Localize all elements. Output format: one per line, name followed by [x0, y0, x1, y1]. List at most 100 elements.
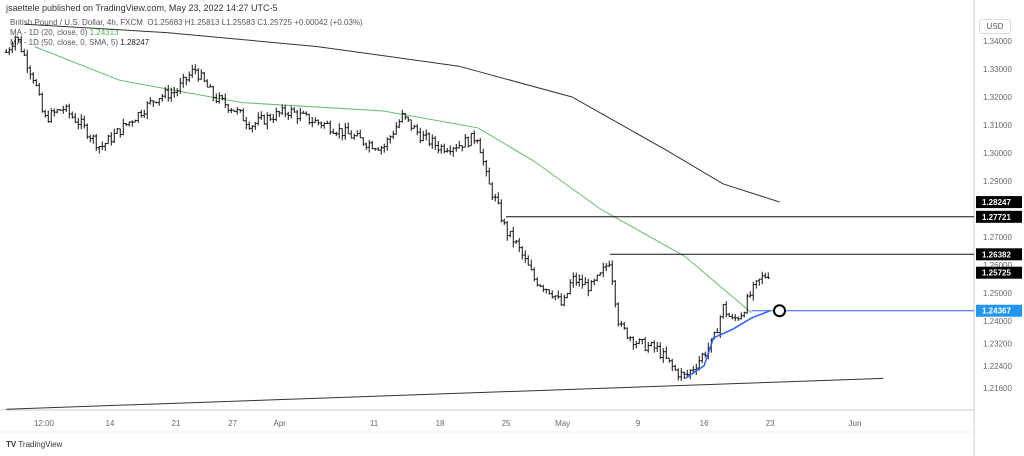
price-tick-label: 1.33000 — [983, 65, 1012, 74]
ohlc-bar — [154, 101, 158, 104]
ohlc-bar — [475, 139, 479, 144]
ohlc-bar — [55, 109, 59, 114]
ohlc-bar — [298, 107, 302, 122]
ohlc-bar — [694, 363, 698, 375]
ohlc-bar — [484, 159, 488, 177]
ohlc-bar — [460, 145, 464, 152]
ohlc-bar — [379, 145, 383, 155]
time-tick-label: 9 — [636, 419, 641, 428]
ohlc-bar — [118, 128, 122, 138]
ohlc-bar — [214, 93, 218, 104]
ohlc-bar — [682, 371, 686, 380]
ohlc-bar — [166, 85, 170, 102]
ohlc-bar — [715, 328, 719, 334]
ohlc-bar — [634, 341, 638, 349]
ohlc-bar — [727, 312, 731, 318]
ohlc-bar — [97, 146, 101, 154]
ohlc-bar — [34, 79, 38, 87]
price-tick-label: 1.26000 — [983, 261, 1012, 270]
time-tick-label: 11 — [370, 419, 379, 428]
ohlc-bar — [100, 141, 104, 150]
ohlc-bar — [88, 134, 92, 143]
ma20-label[interactable]: MA - 1D (20, close, 0) — [10, 28, 88, 37]
ohlc-bar — [283, 104, 287, 118]
ohlc-bar — [322, 122, 326, 129]
ohlc-bar — [487, 167, 491, 185]
ohlc-bar — [346, 122, 350, 135]
price-tick-label: 1.22400 — [983, 362, 1012, 371]
ohlc-bar — [352, 133, 356, 140]
ohlc-bar — [646, 341, 650, 353]
ohlc-bar — [754, 280, 758, 289]
ohlc-bar — [364, 142, 368, 151]
ohlc-bar — [91, 134, 95, 144]
ohlc-bar — [691, 365, 695, 374]
ohlc-bar — [208, 83, 212, 88]
price-tick-label: 1.32000 — [983, 93, 1012, 102]
ohlc-bar — [631, 336, 635, 350]
ohlc-bar — [37, 82, 41, 96]
ohlc-bar — [16, 36, 20, 43]
ohlc-bar — [496, 192, 500, 205]
ohlc-bar — [4, 49, 8, 53]
ohlc-bar — [382, 143, 386, 153]
ohlc-bar — [22, 48, 26, 57]
ohlc-bar — [523, 250, 527, 263]
ohlc-bar — [676, 368, 680, 381]
ohlc-bar — [463, 133, 467, 148]
ohlc-bar — [61, 105, 65, 114]
ohlc-bar — [190, 64, 194, 78]
ohlc-bar — [205, 79, 209, 88]
ohlc-bar — [580, 274, 584, 289]
ohlc-bar — [664, 346, 668, 360]
ohlc-bar — [451, 146, 455, 157]
ohlc-bar — [520, 245, 524, 260]
currency-button[interactable]: USD — [979, 19, 1011, 34]
ohlc-bar — [259, 111, 263, 120]
ohlc-bar — [553, 295, 557, 301]
ohlc-bar — [595, 274, 599, 282]
ohlc-bar — [607, 260, 611, 267]
ohlc-bar — [559, 293, 563, 306]
ohlc-bar — [541, 284, 545, 293]
ohlc-bar — [667, 357, 671, 363]
brand-label: TradingView — [18, 440, 63, 449]
ohlc-bar — [142, 109, 146, 119]
ohlc-bar — [13, 35, 17, 51]
ohlc-bar — [658, 342, 662, 360]
ohlc-bar — [367, 139, 371, 153]
ohlc-bar — [241, 108, 245, 122]
ohlc-bar — [40, 92, 44, 113]
time-tick-label: 27 — [228, 419, 237, 428]
ohlc-bar — [763, 272, 767, 279]
ohlc-bar — [397, 119, 401, 129]
ohlc-bar — [358, 129, 362, 139]
ohlc-bar — [343, 122, 347, 140]
ohlc-bar — [286, 111, 290, 121]
anchored-vwap-line — [684, 309, 771, 380]
ohlc-bar — [289, 106, 293, 119]
ohlc-bar — [748, 291, 752, 298]
price-tick-label: 1.29000 — [983, 177, 1012, 186]
price-tag-label: 1.26382 — [982, 250, 1011, 259]
ma50-label[interactable]: MA - 1D (50, close, 0, SMA, 5) — [10, 38, 119, 47]
symbol-name[interactable]: British Pound / U.S. Dollar, 4h, FXCM — [10, 18, 143, 27]
ohlc-bar — [184, 76, 188, 86]
ohlc-bar — [82, 115, 86, 129]
ohlc-bar — [505, 221, 509, 241]
ohlc-bar — [466, 136, 470, 148]
time-tick-label: 14 — [106, 419, 115, 428]
ohlc-bar — [448, 145, 452, 155]
ohlc-bar — [616, 302, 620, 327]
ohlc-bar — [133, 119, 137, 123]
ohlc-bar — [256, 112, 260, 126]
price-tag-label: 1.24367 — [982, 307, 1011, 316]
ohlc-bar — [253, 122, 257, 130]
ohlc-bar — [175, 88, 179, 97]
ohlc-bar — [613, 280, 617, 308]
ohlc-bar — [415, 124, 419, 136]
ohlc-bar — [148, 97, 152, 105]
ohlc-bar — [331, 128, 335, 134]
ohlc-bar — [427, 132, 431, 147]
